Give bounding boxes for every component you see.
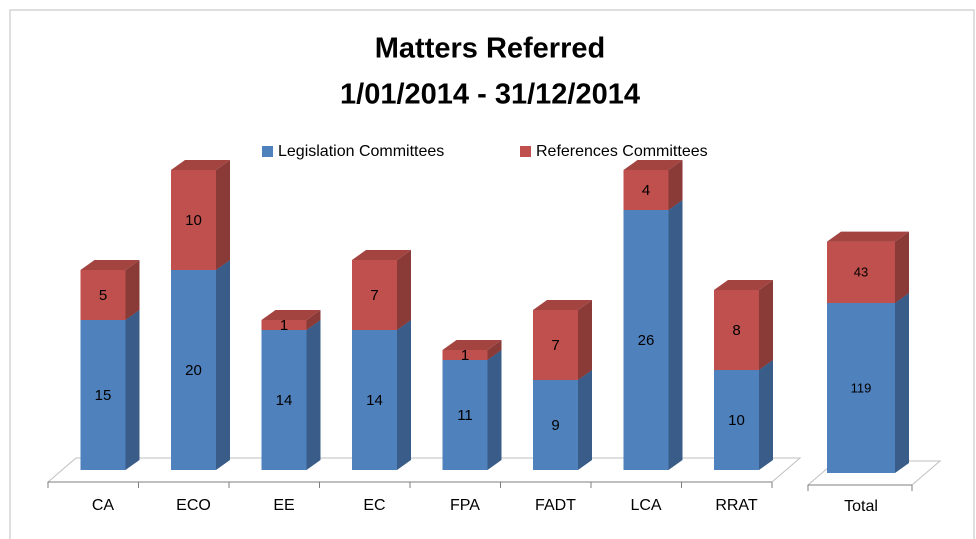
- bar-top: [352, 250, 411, 260]
- data-label: 9: [551, 417, 559, 434]
- bar-segment: [171, 260, 230, 470]
- bar-side: [668, 160, 683, 210]
- bar-segment: [352, 250, 411, 330]
- bar-segment: [80, 310, 140, 470]
- legend-label: References Committees: [536, 143, 708, 160]
- bar-segment: [827, 231, 909, 303]
- bar-front: [352, 260, 397, 330]
- data-label: 20: [185, 362, 202, 379]
- bar-front: [714, 290, 759, 370]
- data-label: 119: [851, 380, 872, 395]
- bar-top: [261, 310, 321, 320]
- bar-segment: [533, 370, 592, 470]
- bar-front: [171, 270, 216, 470]
- bar-segment: [442, 340, 502, 360]
- bar-top: [623, 160, 683, 170]
- bar-side: [668, 200, 683, 470]
- bar-side: [578, 300, 592, 380]
- bar-side: [397, 250, 411, 330]
- bar-front: [80, 320, 126, 470]
- bar-front: [533, 380, 578, 470]
- bar-segment: [261, 310, 321, 330]
- data-label: 7: [551, 337, 559, 354]
- data-label: 15: [95, 387, 112, 404]
- bar-side: [487, 350, 502, 470]
- data-label: 7: [370, 287, 378, 304]
- x-tick-label: RRAT: [715, 497, 758, 514]
- bar-side: [125, 260, 140, 320]
- bar-front: [533, 310, 578, 380]
- data-label: 10: [728, 412, 745, 429]
- bar-front: [171, 170, 216, 270]
- bar-front: [623, 210, 669, 470]
- bar-segment: [623, 160, 683, 210]
- bar-top: [442, 340, 502, 350]
- bar-front: [827, 303, 895, 473]
- bar-side: [759, 280, 773, 370]
- data-label: 11: [457, 407, 473, 424]
- x-tick-label: FADT: [535, 497, 576, 514]
- bar-front: [714, 370, 759, 470]
- x-tick-label: EE: [273, 497, 294, 514]
- bar-segment: [533, 300, 592, 380]
- bar-side: [895, 231, 909, 303]
- floor: [46, 457, 802, 483]
- legend-label: Legislation Committees: [278, 143, 444, 160]
- bar-front: [442, 350, 488, 360]
- data-label: 1: [280, 317, 288, 334]
- chart-frame: [9, 9, 975, 539]
- bar-front: [80, 270, 126, 320]
- bar-front: [261, 330, 307, 470]
- bar-side: [216, 260, 230, 470]
- bar-segment: [714, 280, 773, 370]
- bar-segment: [623, 200, 683, 470]
- bar-side: [216, 160, 230, 270]
- data-label: 4: [642, 182, 650, 199]
- data-label: 1: [461, 347, 469, 364]
- bar-side: [306, 320, 321, 470]
- x-tick-label: ECO: [176, 497, 211, 514]
- x-tick-label: FPA: [450, 497, 480, 514]
- x-tick-label: Total: [844, 498, 878, 515]
- chart-subtitle: 1/01/2014 - 31/12/2014: [340, 79, 640, 111]
- data-label: 43: [854, 265, 868, 280]
- bar-top: [80, 260, 140, 270]
- legend-swatch: [262, 146, 273, 157]
- data-label: 14: [366, 392, 383, 409]
- x-tick-label: CA: [92, 497, 115, 514]
- data-label: 5: [99, 287, 107, 304]
- data-label: 8: [732, 322, 740, 339]
- bar-side: [487, 340, 502, 360]
- bar-front: [623, 170, 669, 210]
- x-tick-label: LCA: [630, 497, 661, 514]
- chart-title: Matters Referred: [375, 33, 605, 65]
- legend-swatch: [520, 146, 531, 157]
- bar-top: [171, 160, 230, 170]
- x-tick-label: EC: [363, 497, 385, 514]
- bar-front: [352, 330, 397, 470]
- bar-segment: [171, 160, 230, 270]
- bar-side: [759, 360, 773, 470]
- bar-top: [714, 280, 773, 290]
- bar-top: [827, 231, 909, 242]
- bar-segment: [80, 260, 140, 320]
- data-label: 26: [638, 332, 655, 349]
- bar-side: [125, 310, 140, 470]
- bar-front: [827, 241, 895, 303]
- data-label: 14: [276, 392, 293, 409]
- bar-side: [895, 293, 909, 473]
- bar-top: [533, 300, 592, 310]
- bar-segment: [352, 320, 411, 470]
- bar-front: [442, 360, 488, 470]
- bar-side: [306, 310, 321, 330]
- bar-side: [578, 370, 592, 470]
- bar-segment: [827, 293, 909, 473]
- bar-side: [397, 320, 411, 470]
- data-label: 10: [185, 212, 202, 229]
- bar-front: [261, 320, 307, 330]
